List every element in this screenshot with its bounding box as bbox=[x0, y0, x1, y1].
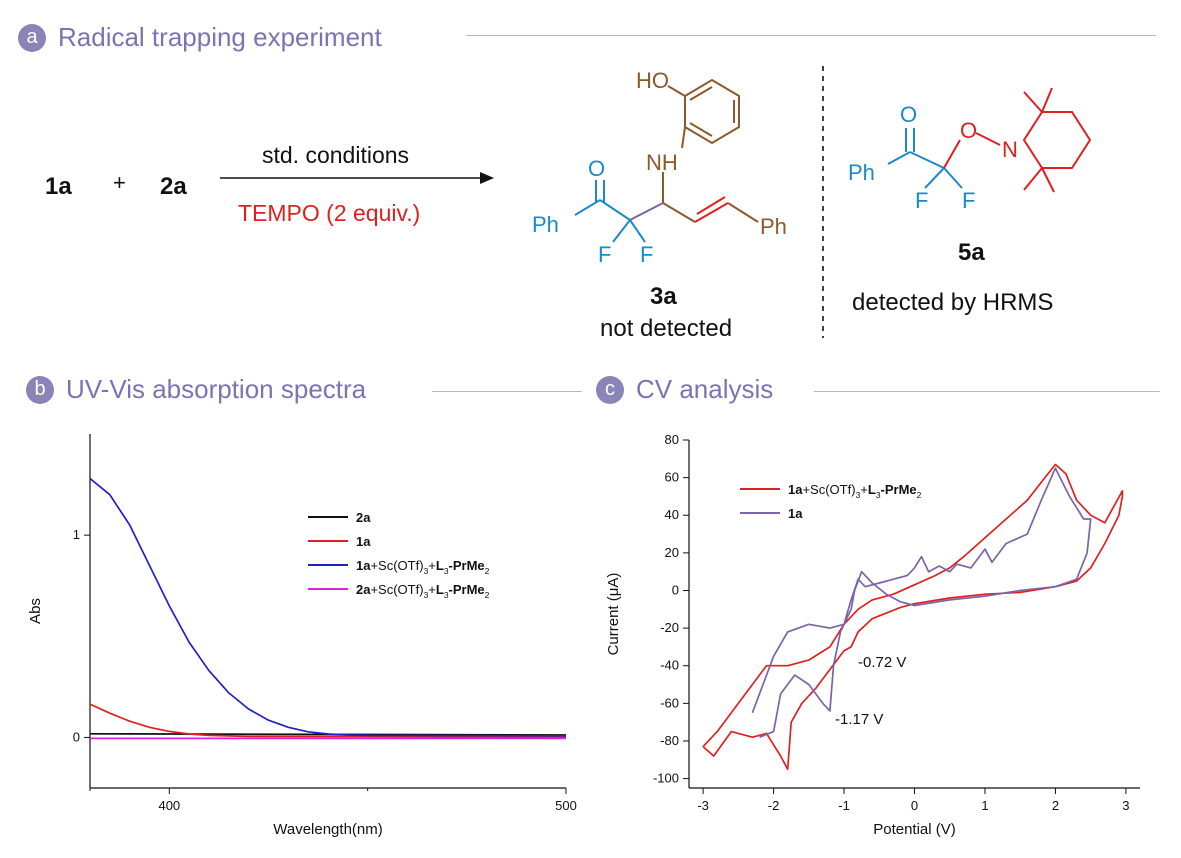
x-tick-label: 1 bbox=[981, 798, 988, 813]
y-tick-label: -20 bbox=[660, 620, 679, 635]
panel-a-divider bbox=[466, 35, 1156, 36]
legend-label-1: 1a bbox=[788, 506, 803, 521]
panel-a-badge: a bbox=[18, 23, 46, 52]
tempo-text: TEMPO (2 equiv.) bbox=[238, 200, 420, 226]
reaction-arrowhead bbox=[480, 172, 494, 184]
phenyl-label-1: Ph bbox=[532, 212, 559, 237]
product-3a-status: not detected bbox=[600, 315, 732, 342]
adduct-oxygen-label: O bbox=[960, 118, 977, 143]
adduct-f-label-2: F bbox=[962, 188, 975, 213]
legend-label-1: 1a bbox=[356, 534, 371, 549]
y-tick-label: 0 bbox=[672, 582, 679, 597]
x-tick-label: -3 bbox=[697, 798, 709, 813]
fluorine-label-1: F bbox=[598, 242, 611, 267]
panel-a-title: Radical trapping experiment bbox=[58, 22, 382, 52]
annotation-label: -1.17 V bbox=[835, 711, 883, 728]
panel-c-title: CV analysis bbox=[636, 374, 774, 404]
reactant-1a-label: 1a bbox=[45, 173, 72, 200]
adduct-5a-structure: O Ph F F O N bbox=[848, 87, 1092, 213]
y-tick-label: -60 bbox=[660, 695, 679, 710]
hydroxyl-label: HO bbox=[636, 68, 669, 93]
legend-label-0: 1a+Sc(OTf)3+L3-PrMe2 bbox=[788, 482, 922, 500]
carbonyl-o-label: O bbox=[588, 156, 605, 181]
adduct-nitrogen-label: N bbox=[1002, 137, 1018, 162]
x-tick-label: 400 bbox=[158, 798, 180, 813]
x-tick-label: 2 bbox=[1052, 798, 1059, 813]
x-tick-label: 500 bbox=[555, 798, 577, 813]
y-tick-label: 60 bbox=[665, 470, 679, 485]
panel-c-badge: c bbox=[596, 375, 624, 404]
series-line-1 bbox=[751, 467, 1092, 738]
product-3a-structure: HO NH O Ph F F Ph bbox=[532, 68, 787, 267]
reactant-2a-label: 2a bbox=[160, 173, 187, 200]
panel-b-title: UV-Vis absorption spectra bbox=[66, 374, 367, 404]
series-line-2 bbox=[89, 477, 567, 737]
legend-label-0: 2a bbox=[356, 510, 371, 525]
y-tick-label: 0 bbox=[73, 729, 80, 744]
y-tick-label: 80 bbox=[665, 432, 679, 447]
panel-b-divider bbox=[432, 391, 582, 392]
panel-a-heading: a Radical trapping experiment bbox=[18, 22, 382, 53]
y-tick-label: -100 bbox=[653, 771, 679, 786]
y-tick-label: 1 bbox=[73, 527, 80, 542]
adduct-o-label: O bbox=[900, 102, 917, 127]
adduct-5a-status: detected by HRMS bbox=[852, 289, 1053, 316]
y-tick-label: -40 bbox=[660, 658, 679, 673]
x-axis-label: Potential (V) bbox=[873, 821, 956, 838]
x-tick-label: -1 bbox=[838, 798, 850, 813]
x-tick-label: 3 bbox=[1122, 798, 1129, 813]
panel-c-heading: c CV analysis bbox=[596, 374, 773, 405]
amine-label: NH bbox=[646, 150, 678, 175]
adduct-f-label-1: F bbox=[915, 188, 928, 213]
y-tick-label: 40 bbox=[665, 507, 679, 522]
conditions-text: std. conditions bbox=[262, 142, 409, 168]
series-line-1 bbox=[89, 703, 567, 738]
y-axis-label: Current (μA) bbox=[605, 573, 622, 656]
y-axis-label: Abs bbox=[27, 598, 44, 624]
adduct-5a-label: 5a bbox=[958, 239, 985, 266]
panel-b-badge: b bbox=[26, 375, 54, 404]
adduct-phenyl-label: Ph bbox=[848, 160, 875, 185]
plus-sign: + bbox=[113, 170, 126, 195]
product-3a-label: 3a bbox=[650, 283, 677, 310]
legend-label-3: 2a+Sc(OTf)3+L3-PrMe2 bbox=[356, 582, 490, 600]
annotation-label: -0.72 V bbox=[858, 654, 906, 671]
x-tick-label: -2 bbox=[768, 798, 780, 813]
legend-label-2: 1a+Sc(OTf)3+L3-PrMe2 bbox=[356, 558, 490, 576]
x-tick-label: 0 bbox=[911, 798, 918, 813]
panel-c-divider bbox=[814, 391, 1160, 392]
phenyl-label-2: Ph bbox=[760, 214, 787, 239]
y-tick-label: 20 bbox=[665, 545, 679, 560]
fluorine-label-2: F bbox=[640, 242, 653, 267]
y-tick-label: -80 bbox=[660, 733, 679, 748]
series-line-0 bbox=[702, 463, 1124, 771]
panel-b-heading: b UV-Vis absorption spectra bbox=[26, 374, 366, 405]
x-axis-label: Wavelength(nm) bbox=[273, 821, 382, 838]
